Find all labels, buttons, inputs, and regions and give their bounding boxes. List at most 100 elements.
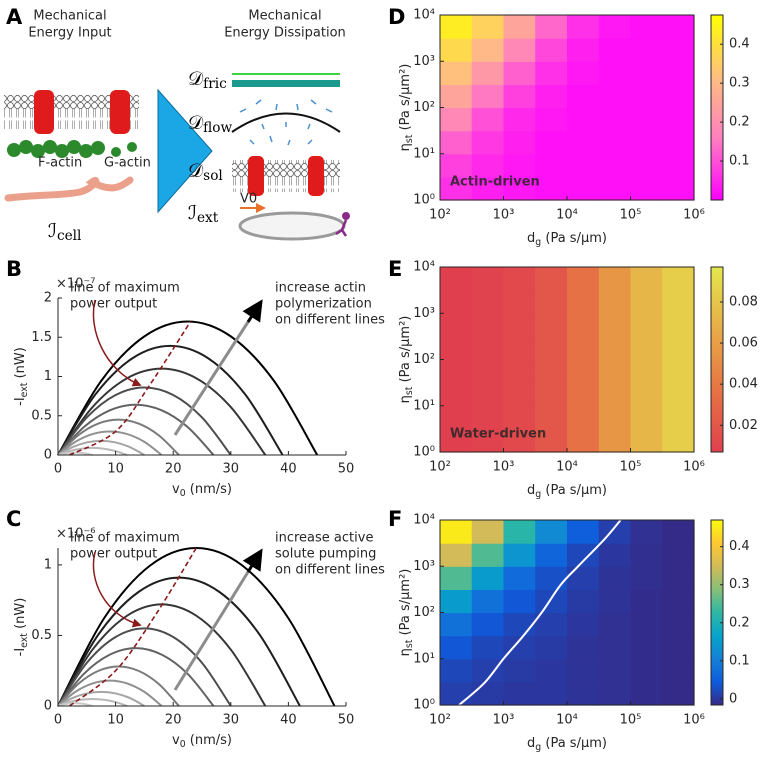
heat-cell: [535, 359, 568, 384]
heat-cell: [567, 566, 600, 590]
colorbar: [710, 266, 724, 453]
panel-label: C: [6, 507, 21, 531]
heat-cell: [535, 290, 568, 314]
heat-cell: [662, 130, 695, 155]
heat-cell: [503, 520, 536, 544]
heat-cell: [503, 635, 536, 660]
heat-cell: [440, 130, 473, 155]
heat-cell: [535, 681, 568, 706]
label-main: d: [527, 483, 535, 498]
label-sub: st: [404, 386, 415, 395]
heat-cell: [567, 61, 600, 85]
heat-cell: [471, 267, 505, 291]
channel: [34, 90, 54, 134]
heat-cell: [567, 589, 600, 614]
annotation: power output: [70, 547, 157, 562]
label-sub: ext: [19, 382, 30, 397]
heat-cell: [440, 153, 473, 178]
x-tick-label: 10⁶: [683, 713, 705, 728]
heat-cell: [567, 313, 600, 337]
heat-cell: [567, 176, 600, 201]
heat-cell: [630, 313, 663, 337]
heat-cell: [440, 681, 473, 706]
y-tick-label: 10¹: [413, 651, 435, 666]
heat-cell: [440, 267, 473, 291]
heat-cell: [535, 15, 568, 39]
heat-cell: [598, 176, 632, 201]
heat-cell: [535, 566, 568, 590]
y-tick-label: 0: [44, 699, 52, 714]
heat-cell: [535, 612, 568, 637]
colorbar-tick-label: 0.4: [729, 539, 750, 554]
panel-label: F: [388, 507, 402, 531]
label-rest: (nm/s): [186, 733, 232, 748]
y-tick-label: 10²: [413, 605, 435, 620]
heat-cell: [662, 543, 695, 567]
label-main: d: [527, 231, 535, 246]
x-tick-label: 10⁴: [556, 713, 578, 728]
axis-label: dg (Pa s/μm): [527, 736, 607, 753]
label-rest: (Pa s/μm): [541, 736, 607, 751]
axis-label: ηst (Pa s/μm²): [398, 64, 415, 152]
max-power-line: [69, 321, 192, 456]
colorbar: [710, 519, 724, 706]
heat-cell: [535, 658, 568, 683]
heat-cell: [630, 267, 663, 291]
label-sub: cell: [57, 228, 82, 244]
heat-cell: [440, 176, 473, 201]
label-rest: (Pa s/μm²): [398, 64, 413, 135]
heat-cell: [567, 635, 600, 660]
pusher: [342, 212, 350, 220]
filament: [4, 176, 134, 202]
x-tick-label: 10: [107, 713, 124, 728]
y-tick-label: 1.5: [31, 330, 52, 345]
input-title: Mechanical: [33, 9, 106, 24]
actin-blobs: [7, 140, 137, 158]
heat-cell: [567, 15, 600, 39]
heat-cell: [471, 681, 505, 706]
curve: [57, 546, 336, 707]
flow-arc: [231, 112, 341, 133]
heat-cell: [471, 359, 505, 384]
heat-cell: [503, 290, 536, 314]
heat-cell: [503, 566, 536, 590]
heat-cell: [440, 15, 473, 39]
heat-cell: [471, 589, 505, 614]
heat-cell: [471, 130, 505, 155]
label-sub: st: [404, 134, 415, 143]
heat-cell: [440, 359, 473, 384]
y-tick-label: 10¹: [413, 146, 435, 161]
annotation-arrow: [173, 571, 250, 691]
heat-cell: [630, 428, 663, 453]
heat-cell: [630, 84, 663, 109]
label-main: η: [398, 648, 413, 656]
colorbar-tick-label: 0.1: [729, 653, 750, 668]
heat-cell: [630, 635, 663, 660]
x-tick-label: 40: [280, 462, 297, 477]
x-tick-label: 10⁵: [620, 208, 642, 223]
heat-cell: [662, 15, 695, 39]
curve: [57, 702, 93, 707]
heat-cell: [471, 543, 505, 567]
heat-cell: [662, 520, 695, 544]
heat-cell: [471, 61, 505, 85]
label-main: ℐ: [48, 220, 57, 242]
annotation: polymerization: [275, 297, 372, 312]
colorbar-tick-label: 0.3: [729, 76, 750, 91]
x-tick-label: 10⁶: [683, 208, 705, 223]
heat-cell: [630, 612, 663, 637]
heat-cell: [630, 543, 663, 567]
heat-cell: [567, 382, 600, 407]
annotation-arrow: [242, 548, 263, 573]
heat-cell: [471, 405, 505, 430]
contour-line: [458, 519, 622, 706]
curve: [57, 320, 319, 456]
heat-cell: [535, 176, 568, 201]
axis-label: dg (Pa s/μm): [527, 231, 607, 248]
heat-cell: [662, 267, 695, 291]
axis-label: ηst (Pa s/μm²): [398, 316, 415, 404]
heat-cell: [503, 153, 536, 178]
heat-cell: [503, 543, 536, 567]
heat-cell: [503, 405, 536, 430]
